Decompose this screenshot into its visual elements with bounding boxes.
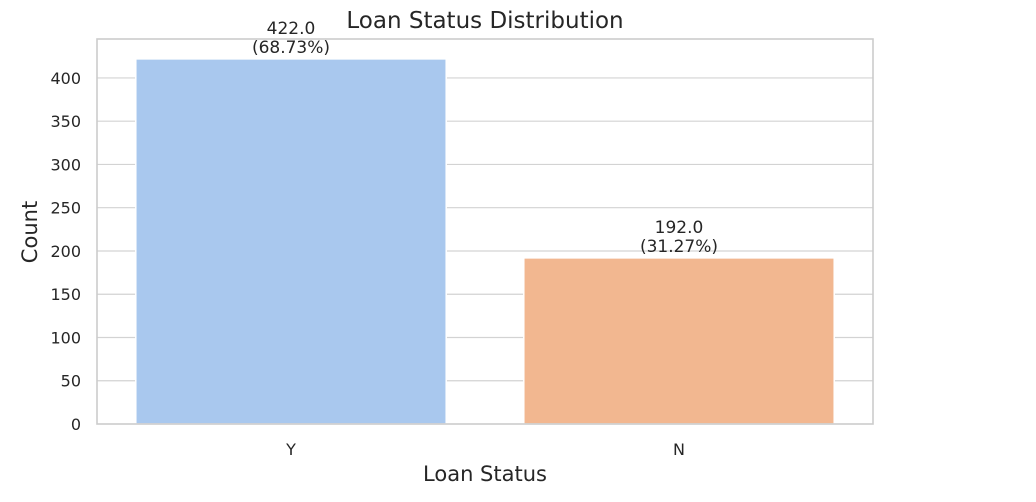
y-tick-label: 100 <box>50 328 81 347</box>
y-axis-label: Count <box>18 201 42 263</box>
y-tick-label: 250 <box>50 199 81 218</box>
y-tick-label: 200 <box>50 242 81 261</box>
bar-value-labels: 422.0(68.73%) 192.0(31.27%) <box>252 19 718 257</box>
bar-value-label-N: 192.0 <box>655 218 704 238</box>
y-tick-label: 50 <box>61 372 81 391</box>
bar-N <box>523 257 835 425</box>
y-axis-ticks: 0 50 100 150 200 250 300 350 400 <box>50 69 81 434</box>
bar-percent-label-N: (31.27%) <box>640 237 718 257</box>
y-tick-label: 150 <box>50 285 81 304</box>
chart-title: Loan Status Distribution <box>346 8 623 34</box>
bar-percent-label-Y: (68.73%) <box>252 38 330 58</box>
x-axis-label: Loan Status <box>423 462 547 486</box>
plot-frame <box>96 38 874 425</box>
y-tick-label: 300 <box>50 155 81 174</box>
bars <box>135 58 835 425</box>
x-tick-label-N: N <box>673 440 685 459</box>
y-tick-label: 400 <box>50 69 81 88</box>
bar-Y <box>135 58 447 425</box>
y-tick-label: 0 <box>71 415 81 434</box>
bar-value-label-Y: 422.0 <box>267 19 316 39</box>
x-tick-label-Y: Y <box>285 440 296 459</box>
y-tick-label: 350 <box>50 112 81 131</box>
